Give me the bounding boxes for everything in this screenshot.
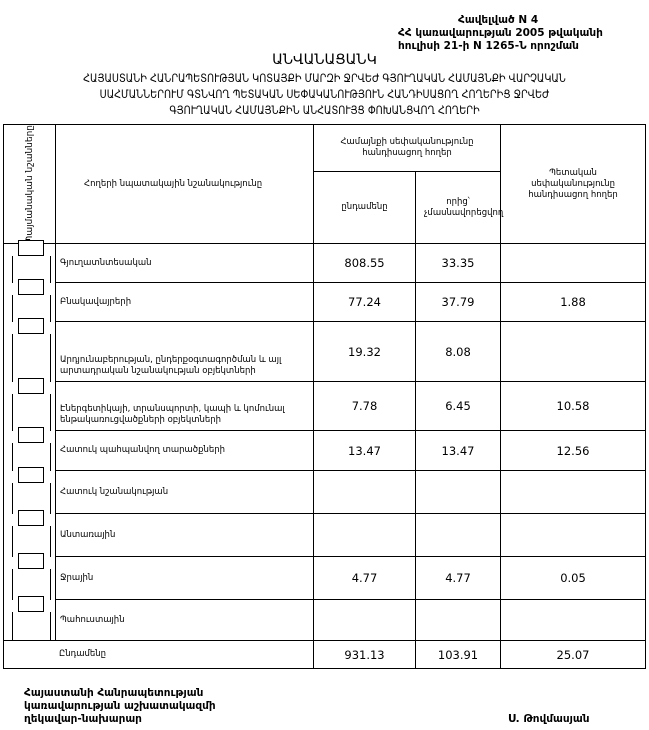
totals-total: 931.13 xyxy=(313,640,416,669)
land-purpose: Բնակավայրերի xyxy=(55,282,314,322)
community-total: 19.32 xyxy=(313,321,416,382)
document-title: ԱՆՎԱՆԱՑԱՆԿ xyxy=(272,52,377,68)
header-symbols: Պայմանական նշանները xyxy=(3,124,56,244)
community-total: 13.47 xyxy=(313,430,416,471)
land-purpose: Էներգետիկայի, տրանսպորտի, կապի և կոմունա… xyxy=(55,381,314,431)
legend-symbol-cell xyxy=(3,466,56,514)
legend-symbol-box xyxy=(18,509,44,526)
table-row: Պահուստային xyxy=(3,595,647,641)
legend-symbol-box xyxy=(18,240,44,256)
state-owned: 12.56 xyxy=(500,430,647,471)
table-row: Ջրային 4.77 4.77 0.05 xyxy=(3,552,647,600)
community-total: 7.78 xyxy=(313,381,416,431)
community-non-private xyxy=(414,470,502,514)
footer-position: Հայաստանի Հանրապետության կառավարության ա… xyxy=(24,687,216,725)
community-non-private: 37.79 xyxy=(414,282,502,322)
legend-symbol-cell xyxy=(3,377,56,431)
totals-row: Ընդամենը 931.13 103.91 25.07 xyxy=(3,640,647,669)
land-purpose: Արդյունաբերության, ընդերքօգտագործման և ա… xyxy=(55,321,314,382)
legend-symbol-box xyxy=(18,426,44,443)
land-purpose: Անտառային xyxy=(55,513,314,557)
legend-symbol-box xyxy=(18,552,44,569)
community-total xyxy=(313,599,416,641)
legend-symbol-box xyxy=(18,377,44,394)
header-total: ընդամենը xyxy=(313,171,416,244)
land-purpose: Հատուկ նշանակության xyxy=(55,470,314,514)
community-total: 4.77 xyxy=(313,556,416,600)
table-row: Անտառային xyxy=(3,509,647,557)
state-owned: 10.58 xyxy=(500,381,647,431)
totals-non-private: 103.91 xyxy=(414,640,502,669)
community-non-private: 13.47 xyxy=(414,430,502,471)
state-owned xyxy=(500,321,647,382)
legend-symbol-cell xyxy=(3,426,56,471)
community-non-private: 33.35 xyxy=(414,243,502,283)
signatory-name: Ս. Թովմասյան xyxy=(508,713,590,725)
legend-symbol-box xyxy=(18,317,44,334)
state-owned xyxy=(500,599,647,641)
legend-symbol-cell xyxy=(3,509,56,557)
state-owned xyxy=(500,470,647,514)
table-row: Հատուկ նշանակության xyxy=(3,466,647,514)
totals-state: 25.07 xyxy=(500,640,647,669)
land-table: Պայմանական նշանները Հողերի նպատակային նշ… xyxy=(3,124,647,669)
land-purpose: Պահուստային xyxy=(55,599,314,641)
land-purpose: Հատուկ պահպանվող տարածքների xyxy=(55,430,314,471)
legend-symbol-cell xyxy=(3,278,56,322)
legend-symbol-cell xyxy=(3,595,56,641)
table-row: Էներգետիկայի, տրանսպորտի, կապի և կոմունա… xyxy=(3,377,647,431)
legend-symbol-cell xyxy=(3,240,56,283)
legend-symbol-box xyxy=(18,466,44,483)
header-purpose: Հողերի նպատակային նշանակությունը xyxy=(55,124,314,244)
community-total xyxy=(313,470,416,514)
community-non-private: 8.08 xyxy=(414,321,502,382)
table-row: Գյուղատնտեսական 808.55 33.35 xyxy=(3,240,647,283)
land-purpose: Ջրային xyxy=(55,556,314,600)
land-purpose: Գյուղատնտեսական xyxy=(55,243,314,283)
table-row: Բնակավայրերի 77.24 37.79 1.88 xyxy=(3,278,647,322)
table-row: Հատուկ պահպանվող տարածքների 13.47 13.47 … xyxy=(3,426,647,471)
legend-symbol-box xyxy=(18,278,44,295)
community-total: 808.55 xyxy=(313,243,416,283)
state-owned: 0.05 xyxy=(500,556,647,600)
legend-symbol-cell xyxy=(3,317,56,382)
community-non-private: 4.77 xyxy=(414,556,502,600)
state-owned xyxy=(500,513,647,557)
header-state: Պետական սեփականությունը հանդիսացող հողեր xyxy=(500,124,647,244)
header-community: Համայնքի սեփականությունը հանդիսացող հողե… xyxy=(312,124,502,172)
legend-symbol-box xyxy=(18,595,44,612)
legend-symbol-cell xyxy=(3,552,56,600)
document-subtitle: ՀԱՅԱՍՏԱՆԻ ՀԱՆՐԱՊԵՏՈՒԹՅԱՆ ԿՈՏԱՅՔԻ ՄԱՐԶԻ Ջ… xyxy=(83,71,566,117)
community-non-private xyxy=(414,513,502,557)
totals-label: Ընդամենը xyxy=(3,640,314,669)
state-owned: 1.88 xyxy=(500,282,647,322)
community-non-private: 6.45 xyxy=(414,381,502,431)
community-non-private xyxy=(414,599,502,641)
annex-reference: Հավելված N 4 ՀՀ կառավարության 2005 թվակա… xyxy=(398,14,603,52)
community-total: 77.24 xyxy=(313,282,416,322)
table-row: Արդյունաբերության, ընդերքօգտագործման և ա… xyxy=(3,317,647,382)
header-non-private: որից՝ չմասնավորեցվող xyxy=(414,171,503,244)
community-total xyxy=(313,513,416,557)
state-owned xyxy=(500,243,647,283)
